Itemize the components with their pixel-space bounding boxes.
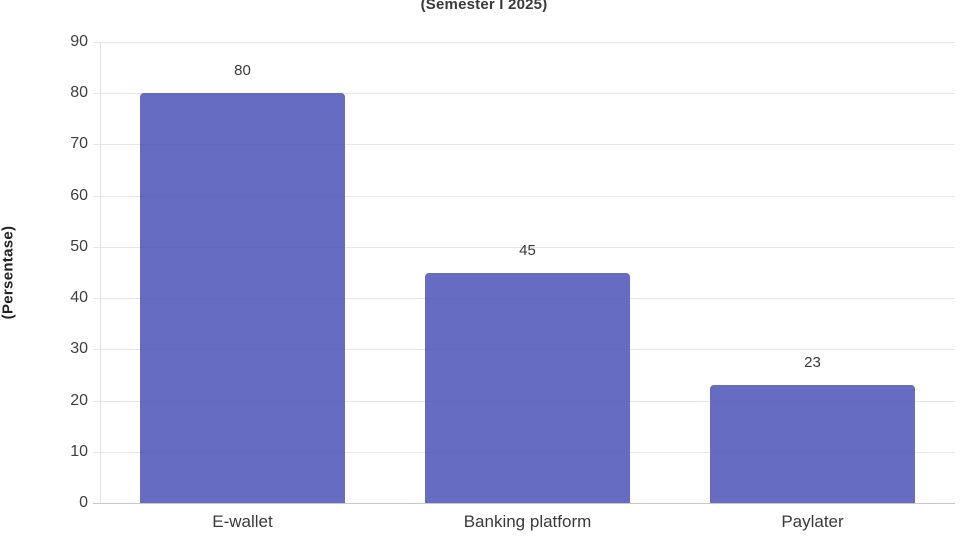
y-tick-label: 0 xyxy=(79,494,88,511)
y-tick-label: 80 xyxy=(70,84,88,102)
y-tick-label: 40 xyxy=(70,289,88,307)
x-category-label: Banking platform xyxy=(463,512,592,531)
y-tick-label: 50 xyxy=(70,237,88,255)
y-axis-title: (Persentase) xyxy=(0,225,17,320)
gridline xyxy=(93,246,955,248)
y-tick-label: 90 xyxy=(70,33,88,50)
gridline xyxy=(93,195,955,197)
y-tick-label: 10 xyxy=(70,442,88,460)
bar-value-label: 80 xyxy=(234,62,251,80)
x-category-label: E-wallet xyxy=(212,512,273,531)
bar-e-wallet xyxy=(140,93,345,503)
bar-value-label: 23 xyxy=(804,354,821,372)
y-tick-label: 20 xyxy=(70,391,88,409)
chart-subtitle: (Semester I 2025) xyxy=(420,0,548,13)
y-tick-label: 30 xyxy=(70,340,88,358)
y-tick-label: 70 xyxy=(70,135,88,153)
x-category-label: Paylater xyxy=(781,512,844,531)
gridline xyxy=(93,144,955,146)
gridline xyxy=(93,42,955,43)
x-axis-baseline xyxy=(93,503,955,504)
bar-banking-platform xyxy=(425,272,630,503)
bar-value-label: 45 xyxy=(519,241,536,259)
y-tick-label: 60 xyxy=(70,186,88,204)
bar-paylater xyxy=(710,385,915,503)
y-axis-line xyxy=(100,42,101,503)
gridline xyxy=(93,93,955,95)
